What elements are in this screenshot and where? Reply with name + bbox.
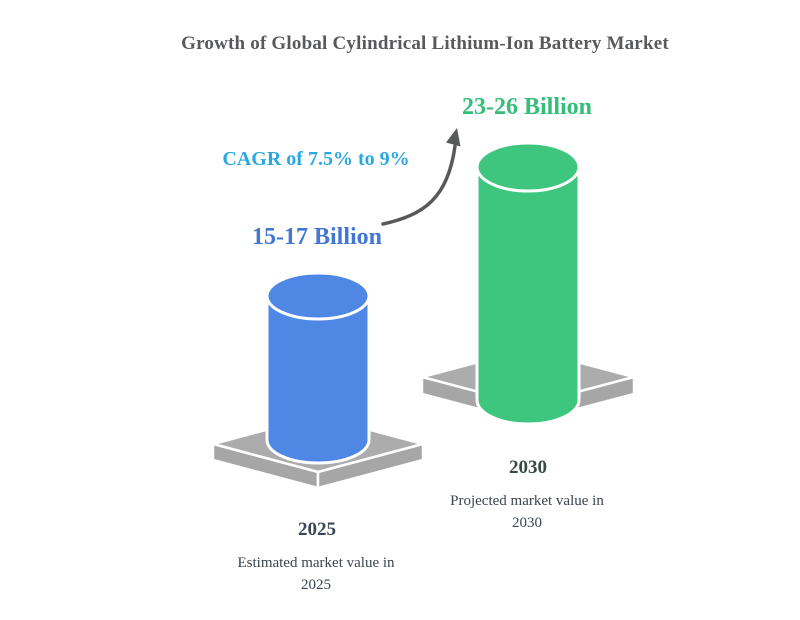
cylinder-bar-2030 [475, 141, 581, 426]
category-label-2025: 2025 [298, 519, 336, 540]
caption-2025: Estimated market value in 2025 [206, 552, 426, 596]
caption-2030-line2: 2030 [512, 515, 542, 531]
caption-2030-line1: Projected market value in [450, 493, 604, 509]
platform-2025-right-face [316, 442, 425, 490]
category-label-2030: 2030 [509, 457, 547, 478]
cagr-annotation: CAGR of 7.5% to 9% [222, 148, 410, 170]
caption-2030: Projected market value in 2030 [417, 490, 637, 534]
caption-2025-line1: Estimated market value in [237, 555, 395, 571]
cylinder-2030-top [475, 141, 581, 193]
growth-arrow-head [446, 128, 461, 147]
value-label-2025: 15-17 Billion [251, 224, 383, 250]
chart-title: Growth of Global Cylindrical Lithium-Ion… [181, 33, 669, 54]
growth-arrow-icon [381, 128, 461, 226]
caption-2025-line2: 2025 [301, 577, 331, 593]
cylinder-bar-2025 [265, 271, 371, 465]
value-label-2030: 23-26 Billion [461, 94, 593, 120]
growth-arrow-curve [381, 144, 457, 226]
cylinder-2025-top [265, 271, 371, 321]
